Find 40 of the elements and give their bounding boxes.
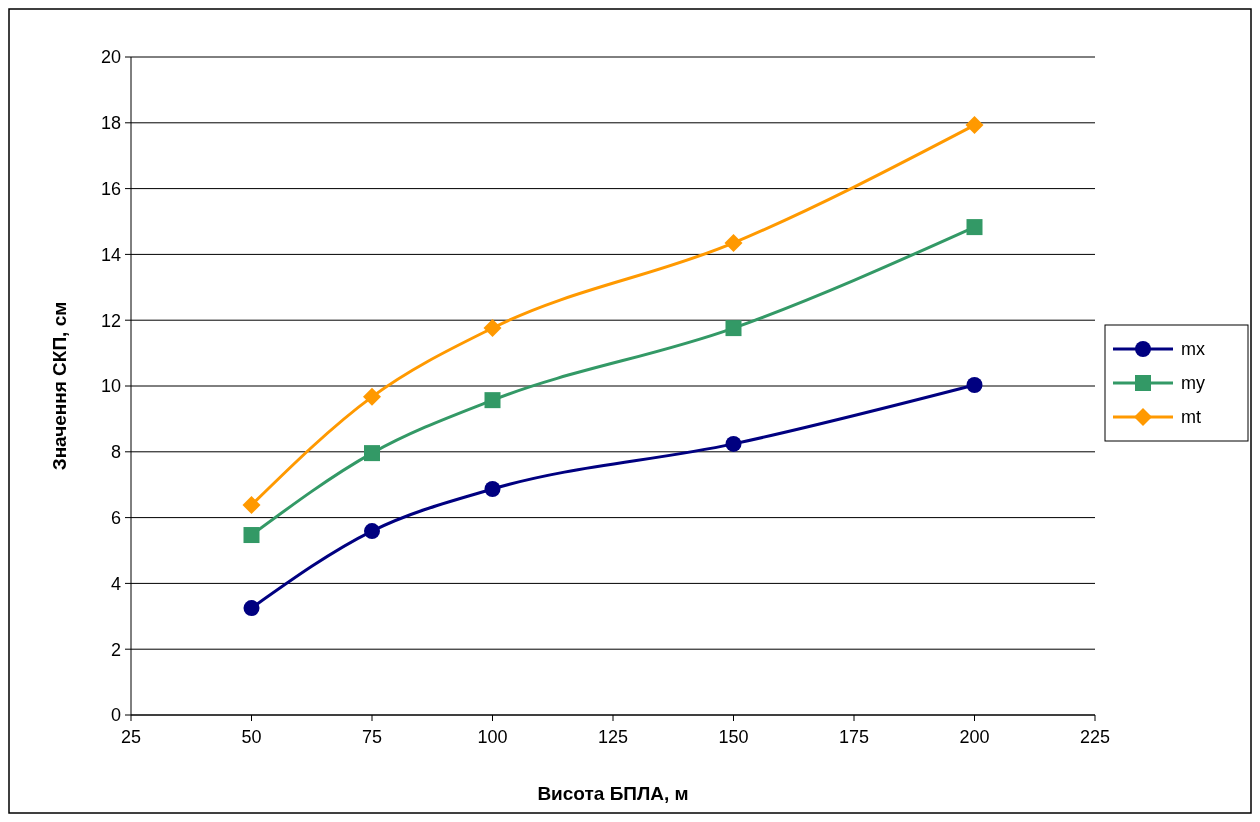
legend-label: mt xyxy=(1181,407,1201,428)
point xyxy=(484,392,501,409)
point xyxy=(364,445,380,462)
y-tick-label: 16 xyxy=(100,178,121,199)
x-tick-label: 25 xyxy=(120,727,142,747)
point xyxy=(243,527,260,544)
x-tick-label: 200 xyxy=(959,727,990,747)
x-tick-label: 125 xyxy=(597,727,629,747)
legend-label: mx xyxy=(1181,339,1205,360)
x-tick-label: 75 xyxy=(361,727,383,747)
point xyxy=(966,219,983,236)
y-tick-label: 8 xyxy=(110,442,121,463)
y-tick-label: 6 xyxy=(110,507,121,528)
point xyxy=(363,387,381,406)
point xyxy=(364,523,380,540)
y-tick-label: 14 xyxy=(100,244,121,265)
y-tick-label: 0 xyxy=(110,705,121,726)
y-tick-label: 18 xyxy=(100,113,121,134)
point xyxy=(484,480,501,497)
point xyxy=(724,233,743,252)
x-tick-label: 50 xyxy=(241,727,262,747)
x-axis-title: Висота БПЛА, м xyxy=(537,783,689,804)
point xyxy=(725,435,742,452)
x-tick-label: 150 xyxy=(718,727,749,747)
legend-label: my xyxy=(1181,373,1205,394)
point xyxy=(243,600,260,617)
y-axis-title: Значення СКП, см xyxy=(49,301,70,471)
x-tick-label: 175 xyxy=(838,727,870,747)
point xyxy=(965,116,984,135)
y-tick-label: 2 xyxy=(110,639,121,660)
y-tick-label: 4 xyxy=(110,573,121,594)
point xyxy=(483,319,502,338)
x-tick-label: 100 xyxy=(477,727,508,747)
point xyxy=(725,320,742,337)
point xyxy=(242,496,261,515)
y-tick-label: 12 xyxy=(100,310,121,331)
point xyxy=(966,377,983,394)
y-tick-label: 10 xyxy=(100,376,121,397)
x-tick-label: 225 xyxy=(1079,727,1111,747)
y-tick-label: 20 xyxy=(100,47,121,68)
